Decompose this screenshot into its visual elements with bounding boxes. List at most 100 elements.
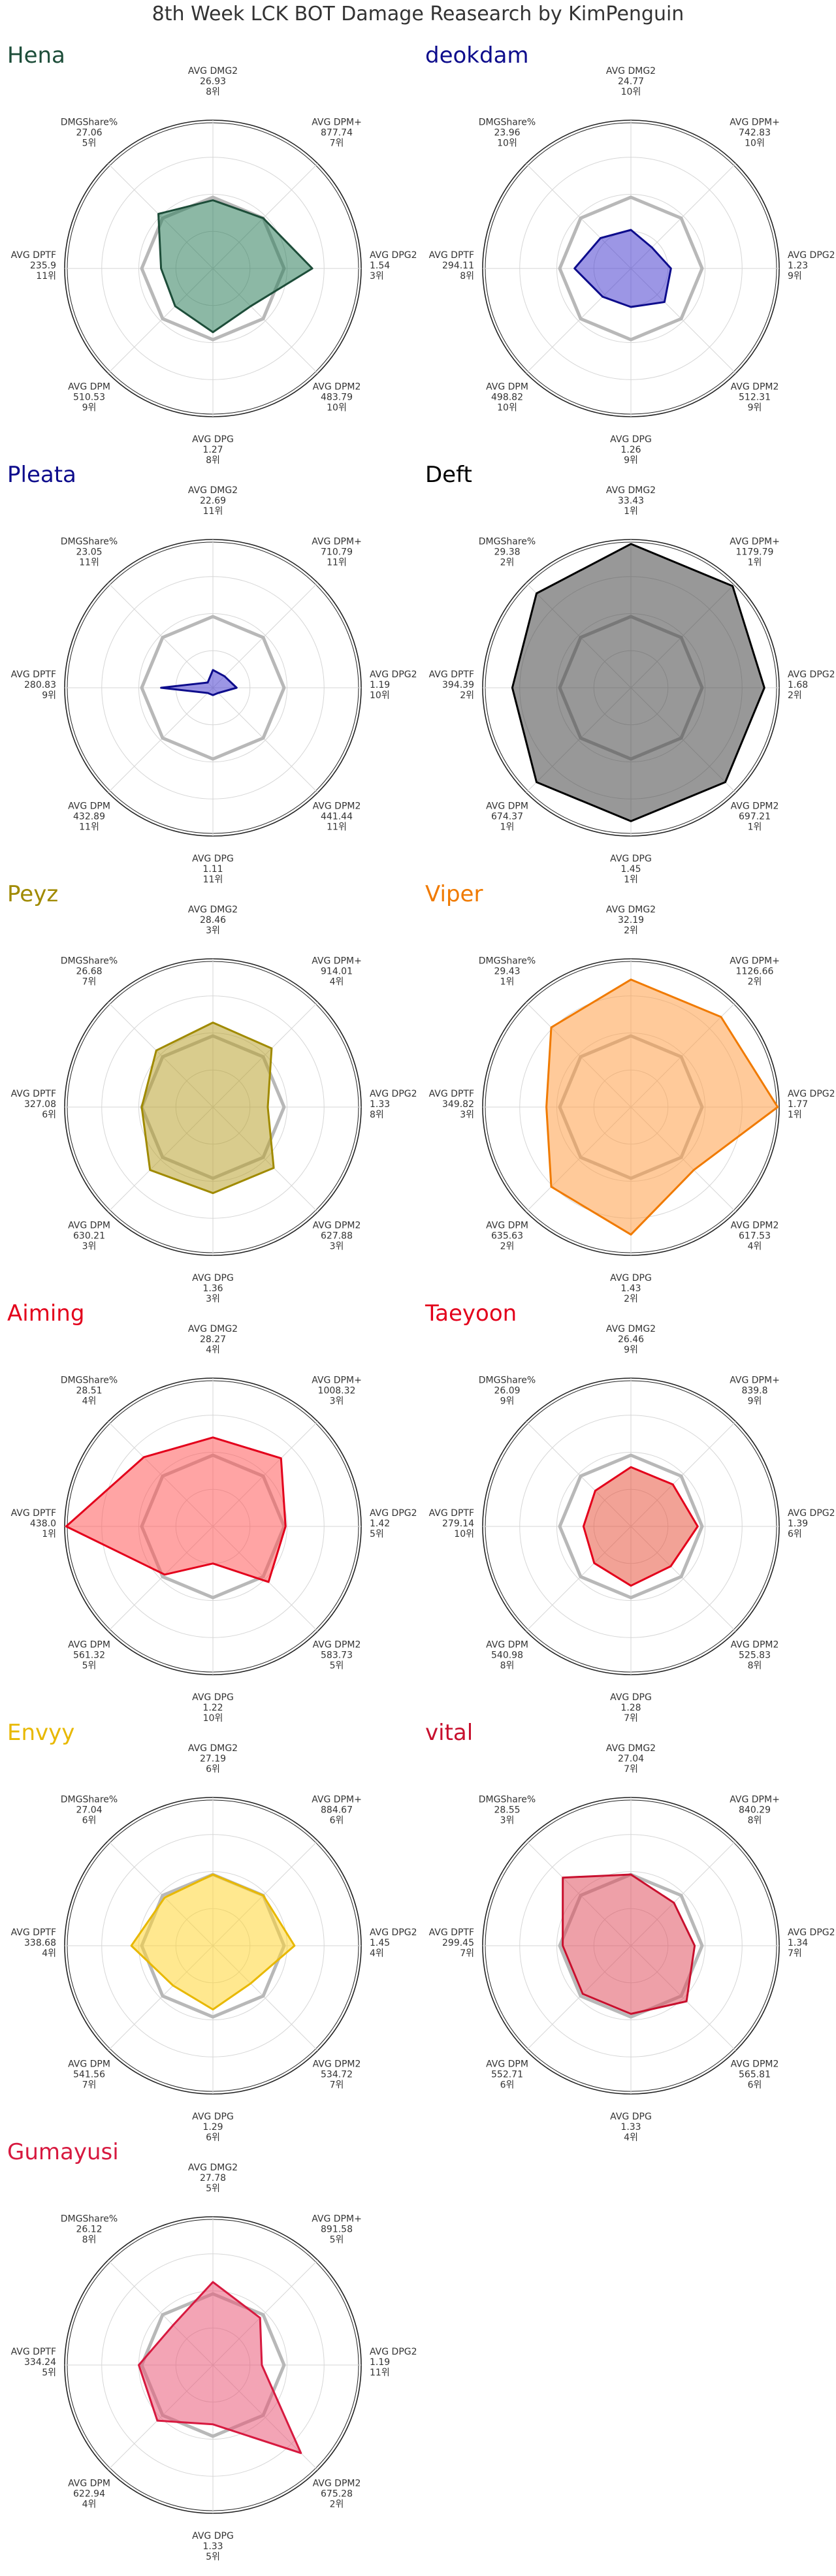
axis-rank: 11위 — [203, 875, 223, 885]
axis-value: 884.67 — [321, 1805, 353, 1816]
axis-rank: 1위 — [624, 506, 638, 517]
axis-label: AVG DPG2 — [370, 250, 417, 261]
axis-rank: 2위 — [330, 2500, 344, 2510]
axis-rank: 3위 — [82, 1242, 97, 1252]
axis-value: 1.42 — [370, 1519, 390, 1529]
axis-rank: 10위 — [497, 138, 517, 149]
player-polygon — [582, 1466, 699, 1587]
axis-label: AVG DPG — [192, 2531, 234, 2541]
axis-value: 1.68 — [788, 680, 808, 690]
axis-value: 839.8 — [741, 1386, 767, 1396]
axis-label: AVG DPG — [610, 2112, 652, 2122]
axis-value: 583.73 — [321, 1650, 353, 1661]
axis-rank: 7위 — [624, 1713, 638, 1724]
axis-label: AVG DPM2 — [313, 1221, 361, 1231]
axis-value: 438.0 — [30, 1519, 56, 1529]
axis-rank: 2위 — [624, 926, 638, 936]
axis-label: AVG DPM — [486, 1221, 528, 1231]
axis-rank: 1위 — [748, 558, 762, 568]
axis-label: AVG DPG2 — [788, 1089, 835, 1099]
axis-rank: 9위 — [82, 403, 97, 413]
axis-label: AVG DPM+ — [730, 1376, 780, 1386]
axis-label: AVG DPG — [610, 854, 652, 864]
axis-value: 1.36 — [202, 1283, 223, 1294]
axis-label: AVG DPG2 — [788, 1927, 835, 1938]
axis-rank: 9위 — [748, 403, 762, 413]
axis-value: 540.98 — [491, 1650, 523, 1661]
axis-value: 1.11 — [202, 864, 223, 875]
axis-value: 28.55 — [494, 1805, 520, 1816]
axis-value: 294.11 — [442, 261, 474, 271]
axis-rank: 4위 — [42, 1948, 56, 1959]
axis-value: 541.56 — [73, 2070, 105, 2080]
axis-rank: 5위 — [42, 2368, 56, 2378]
reference-band — [140, 615, 286, 761]
axis-rank: 2위 — [500, 558, 515, 568]
axis-rank: 10위 — [327, 403, 347, 413]
axis-label: AVG DPM+ — [312, 2214, 362, 2225]
axis-value: 23.96 — [494, 128, 520, 138]
player-name: Hena — [7, 42, 65, 69]
axis-label: DMGShare% — [61, 1795, 118, 1805]
axis-label: AVG DPM+ — [312, 1376, 362, 1386]
axis-value: 840.29 — [739, 1805, 771, 1816]
axis-label: DMGShare% — [61, 118, 118, 128]
axis-value: 338.68 — [24, 1938, 56, 1948]
axis-value: 24.77 — [618, 76, 644, 87]
axis-label: AVG DPM+ — [730, 537, 780, 547]
axis-rank: 10위 — [454, 1529, 474, 1539]
player-polygon — [138, 2281, 302, 2455]
axis-rank: 2위 — [460, 690, 474, 701]
grid-spoke — [212, 583, 318, 688]
player-name: Peyz — [7, 881, 58, 907]
axis-rank: 11위 — [327, 822, 347, 833]
axis-label: AVG DPG2 — [788, 669, 835, 680]
grid-spoke — [108, 583, 214, 688]
axis-label: AVG DMG2 — [188, 485, 238, 496]
axis-rank: 11위 — [327, 558, 347, 568]
axis-value: 498.82 — [491, 393, 523, 403]
axis-rank: 3위 — [330, 1242, 344, 1252]
axis-label: AVG DMG2 — [606, 905, 656, 915]
axis-label: AVG DPM+ — [730, 118, 780, 128]
axis-value: 565.81 — [739, 2070, 771, 2080]
axis-rank: 1위 — [500, 977, 515, 988]
grid-spoke — [212, 687, 318, 793]
axis-rank: 4위 — [330, 977, 344, 988]
axis-label: AVG DPM2 — [313, 2479, 361, 2489]
axis-label: AVG DMG2 — [606, 66, 656, 76]
axis-label: AVG DPG2 — [370, 669, 417, 680]
axis-value: 29.38 — [494, 547, 520, 558]
reference-band — [558, 1453, 704, 1600]
axis-label: AVG DPM+ — [730, 1795, 780, 1805]
axis-rank: 4위 — [82, 2500, 97, 2510]
grid-spoke — [108, 687, 214, 793]
axis-rank: 4위 — [624, 2133, 638, 2143]
axis-label: AVG DPM — [68, 2479, 110, 2489]
axis-rank: 5위 — [206, 2183, 220, 2194]
axis-label: DMGShare% — [479, 956, 536, 967]
axis-rank: 6위 — [206, 1764, 220, 1775]
axis-rank: 11위 — [203, 506, 223, 517]
axis-value: 1.23 — [788, 261, 808, 271]
axis-label: DMGShare% — [479, 1376, 536, 1386]
axis-label: AVG DPM2 — [313, 801, 361, 812]
axis-rank: 9위 — [624, 1345, 638, 1355]
axis-rank: 2위 — [788, 690, 802, 701]
axis-value: 280.83 — [24, 680, 56, 690]
player-name: vital — [425, 1720, 473, 1746]
axis-rank: 1위 — [788, 1110, 802, 1120]
axis-rank: 6위 — [330, 1816, 344, 1826]
axis-value: 525.83 — [739, 1650, 771, 1661]
axis-rank: 3위 — [370, 271, 384, 282]
axis-rank: 10위 — [745, 138, 765, 149]
axis-rank: 5위 — [82, 1661, 97, 1671]
axis-rank: 3위 — [460, 1110, 474, 1120]
player-name: deokdam — [425, 42, 529, 69]
axis-value: 279.14 — [442, 1519, 474, 1529]
axis-value: 22.69 — [200, 496, 226, 506]
axis-label: AVG DPM — [68, 801, 110, 812]
